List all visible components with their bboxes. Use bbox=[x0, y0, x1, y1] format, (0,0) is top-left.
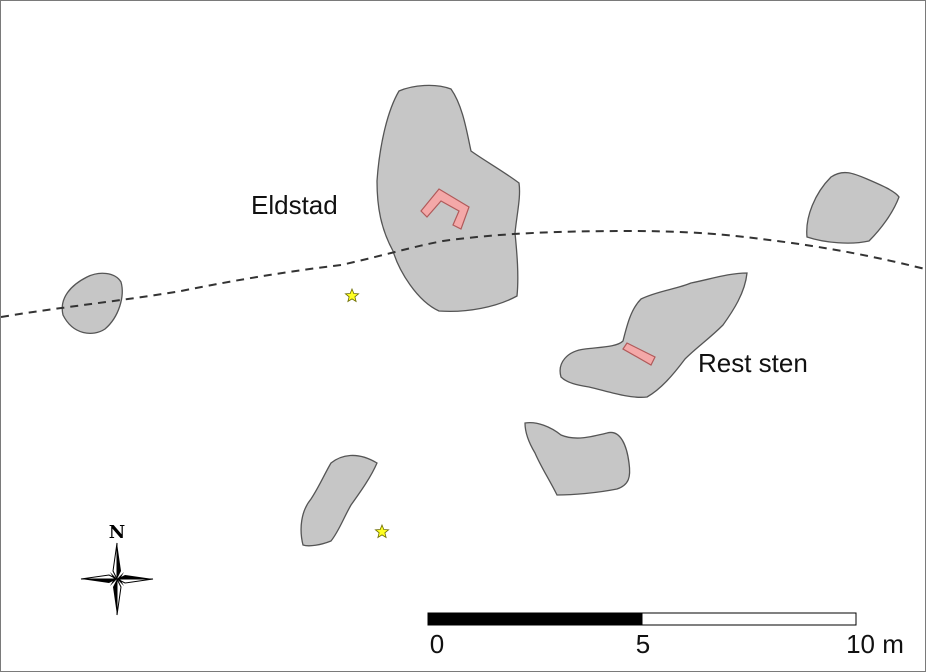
hearth-feature bbox=[420, 188, 470, 230]
north-arrow-compass-icon: N bbox=[80, 522, 154, 616]
scale-bar-segment-black bbox=[427, 612, 643, 626]
stone-south-center bbox=[524, 421, 631, 496]
stone-northeast bbox=[806, 171, 900, 244]
label-eldstad: Eldstad bbox=[251, 190, 338, 220]
north-letter: N bbox=[109, 522, 125, 543]
stone-southwest bbox=[300, 454, 378, 547]
stone-west bbox=[61, 272, 123, 335]
find-marker-star bbox=[374, 523, 390, 539]
scale-tick-10: 10 m bbox=[846, 629, 904, 659]
scale-tick-0: 0 bbox=[430, 629, 444, 659]
rest-sten-feature bbox=[622, 342, 656, 366]
stone-rest-sten bbox=[559, 272, 748, 398]
scale-bar: 0 5 10 m bbox=[427, 612, 904, 659]
find-marker-star bbox=[344, 287, 360, 303]
label-rest-sten: Rest sten bbox=[698, 348, 808, 378]
scale-bar-segment-white bbox=[641, 612, 857, 626]
dashed-boundary-line bbox=[1, 229, 925, 318]
scale-tick-5: 5 bbox=[636, 629, 650, 659]
